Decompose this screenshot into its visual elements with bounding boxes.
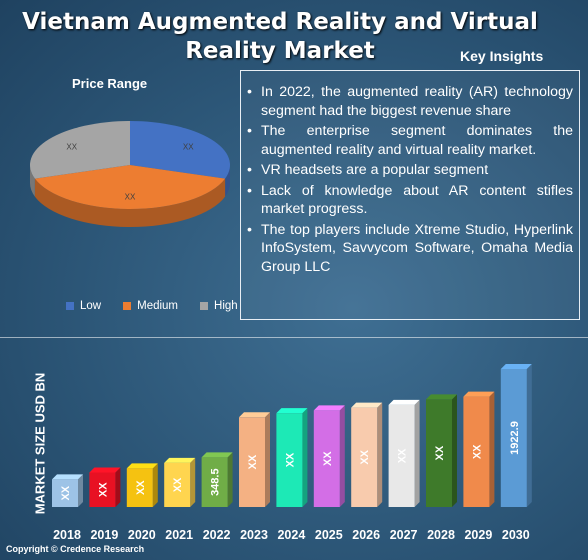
key-insights-heading: Key Insights xyxy=(460,48,544,64)
bar-side xyxy=(452,394,457,507)
legend-item-low: Low xyxy=(66,300,101,312)
bar-2022 xyxy=(201,457,228,507)
x-tick-label: 2022 xyxy=(203,528,231,542)
bar-data-label: XX xyxy=(97,482,109,497)
pie-slice-side xyxy=(225,165,230,197)
bar-side xyxy=(265,412,270,507)
bar-data-label: XX xyxy=(359,449,371,464)
pie-chart-title: Price Range xyxy=(72,76,148,91)
bar-top xyxy=(463,391,495,397)
pie-data-label: XX xyxy=(66,142,77,151)
bar-top xyxy=(276,408,308,414)
bar-2019 xyxy=(89,472,116,507)
x-tick-label: 2024 xyxy=(277,528,305,542)
legend-label: Medium xyxy=(137,300,179,312)
bar-data-label: XX xyxy=(397,448,409,463)
bar-side xyxy=(414,399,420,507)
legend-item-medium: Medium xyxy=(123,300,178,312)
insight-item: • The top players include Xtreme Studio, … xyxy=(247,221,573,275)
bar-2024 xyxy=(276,413,303,507)
legend-swatch xyxy=(200,302,209,310)
bar-data-label: 1922.9 xyxy=(509,421,521,455)
copyright-text: Copyright © Credence Research xyxy=(6,544,145,554)
bar-2029 xyxy=(463,396,490,507)
x-tick-label: 2028 xyxy=(427,528,455,542)
market-size-bar-chart: XX 2018 XX 2019 XX 2020 XX 2021 348.5 2022 XX 2023 X… xyxy=(52,364,532,542)
x-tick-label: 2018 xyxy=(53,528,81,542)
bar-side xyxy=(377,402,383,507)
page-title: Vietnam Augmented Reality and Virtual Re… xyxy=(22,9,538,64)
bar-top xyxy=(52,474,83,480)
x-tick-label: 2019 xyxy=(90,528,118,542)
bar-data-label: XX xyxy=(284,452,296,467)
bar-top xyxy=(164,457,196,463)
bar-top xyxy=(89,467,121,473)
bar-top xyxy=(201,452,233,458)
pie-slice-high xyxy=(29,121,130,179)
bar-top xyxy=(351,402,383,408)
bar-top xyxy=(313,405,345,411)
insight-item: • In 2022, the augmented reality (AR) tec… xyxy=(247,84,573,119)
bar-2028 xyxy=(426,399,452,507)
price-range-pie-chart: XX XX XX xyxy=(29,121,230,227)
pie-data-label: XX xyxy=(183,142,194,151)
x-tick-label: 2027 xyxy=(390,528,418,542)
legend-swatch xyxy=(66,302,74,310)
bar-2021 xyxy=(164,462,191,507)
key-insights-box: • In 2022, the augmented reality (AR) tec… xyxy=(240,70,580,320)
bar-side xyxy=(227,452,233,507)
pie-slice-side xyxy=(30,165,35,197)
x-tick-label: 2029 xyxy=(464,528,492,542)
bar-data-label: XX xyxy=(60,485,72,500)
bar-top xyxy=(388,399,420,405)
x-tick-label: 2021 xyxy=(165,528,193,542)
bar-side xyxy=(190,457,196,507)
bar-data-label: XX xyxy=(471,444,483,459)
pie-legend: Low Medium High xyxy=(66,300,238,312)
bar-2020 xyxy=(126,468,153,507)
x-tick-label: 2025 xyxy=(315,528,343,542)
x-tick-label: 2020 xyxy=(128,528,156,542)
bar-data-label: XX xyxy=(247,454,259,469)
bar-2018 xyxy=(52,479,78,507)
bar-side xyxy=(152,463,158,507)
insight-item: • Lack of knowledge about AR content stif… xyxy=(247,182,573,218)
x-tick-label: 2030 xyxy=(502,528,530,542)
bar-side xyxy=(339,405,345,507)
insight-item: • The enterprise segment dominates the au… xyxy=(247,123,573,158)
bar-side xyxy=(526,364,532,507)
bar-top xyxy=(239,412,270,418)
bar-side xyxy=(302,408,308,507)
legend-label: Low xyxy=(80,300,102,312)
bar-2027 xyxy=(388,404,415,507)
bar-top xyxy=(426,394,457,400)
bar-data-label: 348.5 xyxy=(210,468,222,496)
pie-slice-medium xyxy=(34,165,226,209)
legend-item-high: High xyxy=(200,300,238,312)
x-tick-label: 2026 xyxy=(352,528,380,542)
legend-label: High xyxy=(214,300,238,312)
bar-2023 xyxy=(239,417,265,507)
bar-2025 xyxy=(313,410,340,507)
section-divider xyxy=(0,337,588,338)
bar-data-label: XX xyxy=(434,445,446,460)
legend-swatch xyxy=(123,302,132,310)
x-tick-label: 2023 xyxy=(240,528,268,542)
bar-data-label: XX xyxy=(172,477,184,492)
bar-side xyxy=(115,467,121,507)
bar-2026 xyxy=(351,407,378,507)
bar-data-label: XX xyxy=(135,480,147,495)
pie-slice-side xyxy=(34,178,226,227)
insight-item: • VR headsets are a popular segment xyxy=(247,162,489,178)
bar-top xyxy=(126,463,158,469)
pie-slice-low xyxy=(130,121,230,179)
bar-data-label: XX xyxy=(322,451,334,466)
bar-2030 xyxy=(500,369,527,507)
bar-side xyxy=(78,474,83,507)
pie-data-label: XX xyxy=(125,193,136,202)
bar-side xyxy=(489,391,495,507)
bar-top xyxy=(500,364,532,369)
insights-list: • In 2022, the augmented reality (AR) tec… xyxy=(241,71,579,276)
